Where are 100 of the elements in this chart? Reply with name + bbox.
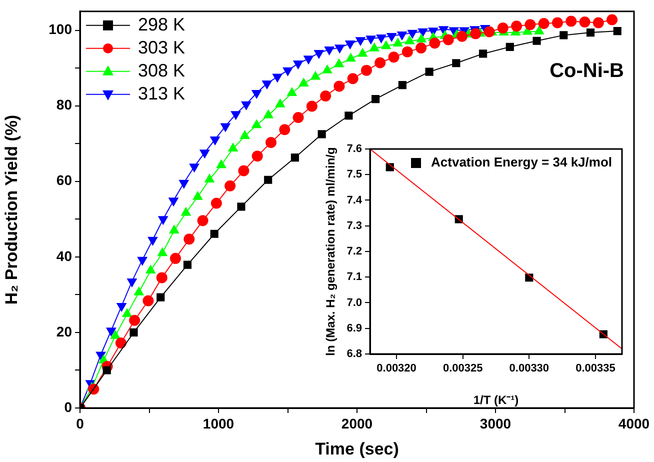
point	[402, 46, 413, 58]
point	[122, 308, 132, 317]
point	[425, 68, 434, 76]
y-tick-label: 7.0	[346, 296, 362, 309]
point	[314, 50, 324, 58]
x-tick-label: 3000	[480, 415, 512, 432]
point	[156, 293, 165, 302]
x-tick-label: 0.00320	[376, 362, 416, 375]
point	[240, 130, 250, 140]
annotation: Co-Ni-B	[550, 60, 624, 82]
point	[148, 236, 158, 246]
legend-label: 308 K	[138, 60, 186, 80]
point	[388, 52, 400, 63]
y-tick-label: 7.2	[346, 246, 362, 258]
point	[334, 58, 344, 68]
point	[532, 36, 541, 45]
point	[200, 150, 210, 158]
point	[181, 207, 191, 216]
x-tick-label: 0.00335	[576, 362, 616, 375]
y-tick-label: 7.1	[346, 271, 362, 284]
legend-label: 298 K	[138, 14, 186, 34]
point	[366, 36, 376, 44]
point	[158, 248, 168, 256]
point	[356, 37, 366, 46]
point	[538, 18, 550, 29]
x-tick-label: 4000	[618, 415, 650, 432]
point	[197, 215, 208, 226]
legend-label: 303 K	[138, 37, 186, 58]
point	[346, 53, 356, 62]
point	[452, 59, 460, 68]
point	[110, 330, 120, 339]
point	[524, 19, 536, 30]
point	[220, 123, 230, 132]
x-axis-title: 1/T (K⁻¹)	[473, 393, 519, 408]
y-tick-label: 60	[56, 172, 72, 188]
point	[376, 34, 386, 43]
point	[230, 111, 241, 120]
x-tick-label: 1000	[202, 415, 234, 432]
point	[442, 34, 454, 46]
point	[292, 112, 304, 124]
point	[374, 57, 386, 68]
point	[169, 224, 180, 234]
point	[298, 78, 309, 87]
point	[272, 74, 282, 82]
point	[429, 38, 440, 49]
y-tick-label: 7.5	[346, 168, 362, 181]
point	[265, 136, 276, 148]
y-tick-label: 40	[56, 248, 72, 264]
y-tick-label: 20	[56, 323, 72, 340]
point	[184, 234, 195, 245]
point	[210, 198, 222, 209]
point	[275, 98, 285, 108]
point	[115, 338, 126, 349]
point	[320, 90, 332, 102]
point	[358, 48, 368, 57]
y-axis-title: ln (Max. H₂ generation rate) ml/min/g	[324, 147, 338, 356]
point	[204, 174, 214, 182]
legend-label: 313 K	[138, 83, 186, 104]
point	[262, 80, 272, 90]
point	[418, 28, 428, 37]
point	[137, 256, 148, 266]
point	[381, 40, 391, 50]
point	[479, 50, 488, 58]
point	[130, 328, 138, 336]
point	[592, 17, 604, 28]
point	[318, 130, 326, 138]
point	[241, 101, 252, 110]
point	[264, 110, 274, 118]
point	[470, 28, 482, 40]
x-axis-title: Time (sec)	[315, 439, 399, 458]
point	[511, 20, 522, 32]
point	[282, 67, 293, 76]
point	[497, 22, 508, 34]
point	[252, 90, 262, 98]
point	[344, 112, 353, 120]
point	[168, 198, 178, 206]
point	[183, 260, 192, 269]
y-tick-label: 0	[64, 398, 72, 415]
point	[228, 143, 238, 152]
y-tick-label: 6.9	[346, 322, 362, 334]
point	[393, 38, 403, 47]
point	[552, 17, 563, 28]
point	[210, 136, 220, 145]
point	[192, 191, 203, 200]
point	[102, 366, 111, 374]
point	[360, 64, 372, 76]
point	[606, 14, 618, 26]
x-tick-label: 0.00330	[509, 362, 550, 375]
y-tick-label: 7.6	[346, 143, 362, 156]
point	[347, 73, 358, 84]
point	[129, 314, 140, 326]
point	[586, 28, 595, 37]
point	[416, 42, 427, 54]
point	[237, 202, 246, 211]
point	[566, 16, 577, 27]
x-tick-label: 0	[76, 415, 84, 432]
y-tick-label: 7.3	[346, 220, 362, 232]
point	[279, 124, 290, 136]
point	[146, 265, 156, 274]
y-tick-label: 100	[48, 21, 72, 38]
